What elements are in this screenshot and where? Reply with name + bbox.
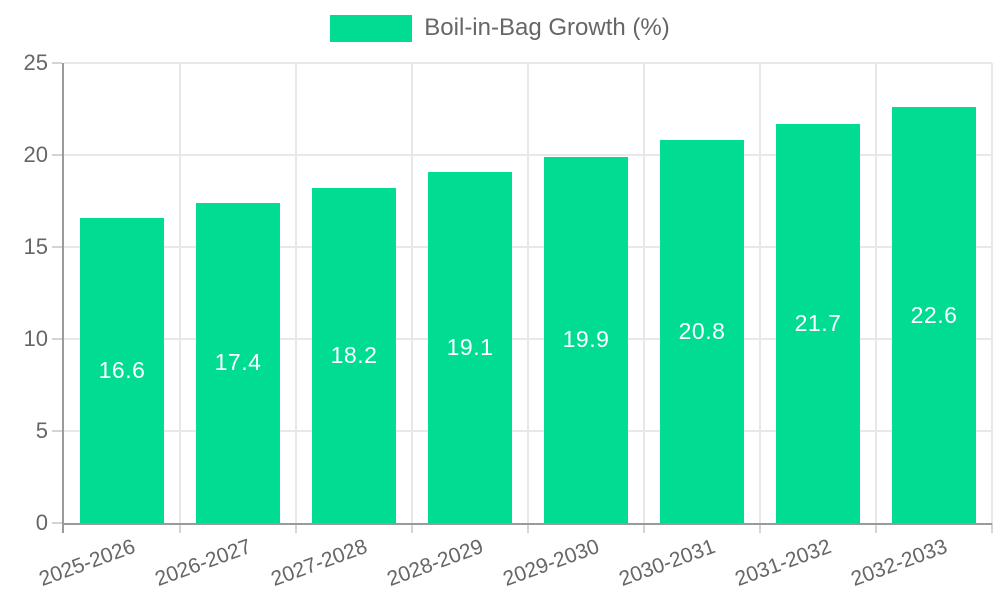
- x-tick-label: 2025-2026: [35, 535, 138, 591]
- bar[interactable]: 16.6: [80, 217, 164, 523]
- x-tick-label: 2027-2028: [267, 535, 370, 591]
- gridline-vertical: [411, 63, 413, 523]
- y-axis-tick: [52, 430, 62, 432]
- y-axis-tick: [52, 246, 62, 248]
- x-axis-tick: [759, 523, 761, 533]
- x-tick-label: 2026-2027: [151, 535, 254, 591]
- x-tick-label: 2031-2032: [731, 535, 834, 591]
- y-axis-tick: [52, 338, 62, 340]
- y-tick-label: 10: [23, 326, 48, 351]
- y-tick-label: 0: [35, 510, 48, 535]
- x-axis-tick: [179, 523, 181, 533]
- gridline-vertical: [759, 63, 761, 523]
- legend-label: Boil-in-Bag Growth (%): [424, 14, 670, 41]
- bar[interactable]: 20.8: [660, 140, 744, 523]
- bar[interactable]: 19.1: [428, 171, 512, 523]
- gridline-vertical: [643, 63, 645, 523]
- bar-value-label: 16.6: [98, 356, 146, 383]
- gridline-vertical: [991, 63, 993, 523]
- x-tick-label: 2030-2031: [615, 535, 718, 591]
- y-axis-line: [62, 63, 64, 533]
- bar-value-label: 22.6: [910, 301, 958, 328]
- y-axis-tick: [52, 154, 62, 156]
- y-tick-label: 20: [23, 142, 48, 167]
- gridline-vertical: [527, 63, 529, 523]
- x-axis-tick: [411, 523, 413, 533]
- x-axis-tick: [527, 523, 529, 533]
- y-axis-tick: [52, 62, 62, 64]
- chart-legend[interactable]: Boil-in-Bag Growth (%): [0, 14, 1000, 42]
- y-axis-tick: [52, 522, 62, 524]
- bar-value-label: 20.8: [678, 318, 726, 345]
- gridline-vertical: [295, 63, 297, 523]
- y-tick-label: 15: [23, 234, 48, 259]
- x-axis-line: [62, 523, 992, 525]
- x-axis-tick: [295, 523, 297, 533]
- x-tick-label: 2029-2030: [499, 535, 602, 591]
- gridline-vertical: [875, 63, 877, 523]
- bar-value-label: 17.4: [214, 349, 262, 376]
- x-axis-tick: [875, 523, 877, 533]
- gridline-vertical: [179, 63, 181, 523]
- bar[interactable]: 19.9: [544, 156, 628, 523]
- x-tick-label: 2028-2029: [383, 535, 486, 591]
- bar[interactable]: 21.7: [776, 123, 860, 523]
- x-axis-tick: [643, 523, 645, 533]
- legend-swatch: [330, 14, 413, 42]
- bar[interactable]: 17.4: [196, 202, 280, 523]
- plot-area: 0 5 10 15 20 25 16.6 17.4 18.2 19.1 19.9 20.8 21.7 22…: [24, 50, 993, 591]
- x-axis-tick: [991, 523, 993, 533]
- x-tick-label: 2032-2033: [847, 535, 950, 591]
- y-tick-label: 5: [35, 418, 48, 443]
- y-tick-label: 25: [23, 50, 48, 75]
- bar-value-label: 19.1: [446, 333, 494, 360]
- bar-value-label: 21.7: [794, 309, 842, 336]
- bar[interactable]: 22.6: [892, 107, 976, 523]
- bar[interactable]: 18.2: [312, 188, 396, 523]
- bar-value-label: 18.2: [330, 342, 378, 369]
- bar-value-label: 19.9: [562, 326, 610, 353]
